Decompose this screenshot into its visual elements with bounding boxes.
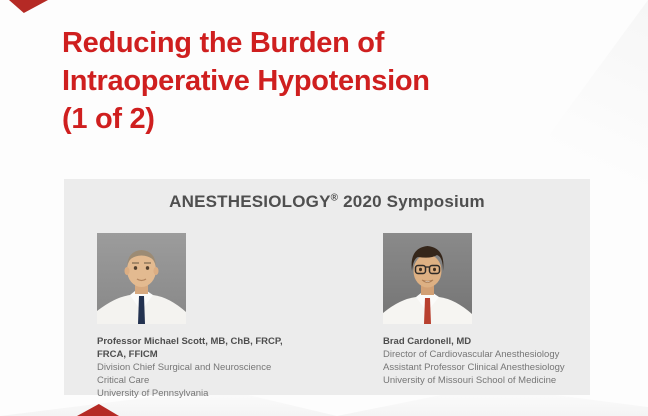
speaker-name: Professor Michael Scott, MB, ChB, FRCP, … bbox=[97, 336, 283, 360]
symposium-header: ANESTHESIOLOGY® 2020 Symposium bbox=[64, 179, 590, 212]
slide-title-line: Reducing the Burden of bbox=[62, 27, 385, 59]
speaker-credentials: Division Chief Surgical and Neuroscience… bbox=[97, 362, 272, 399]
symposium-header-rest: 2020 Symposium bbox=[338, 192, 485, 211]
speaker-name: Brad Cardonell, MD bbox=[383, 336, 472, 347]
speaker-card-brad-cardonell: Brad Cardonell, MD Director of Cardiovas… bbox=[383, 233, 618, 387]
red-corner-accent-top bbox=[9, 0, 48, 13]
slide-title-line: Intraoperative Hypotension bbox=[62, 65, 430, 97]
speaker-card-michael-scott: Professor Michael Scott, MB, ChB, FRCP, … bbox=[97, 233, 332, 400]
speaker-credentials: Director of Cardiovascular Anesthesiolog… bbox=[383, 349, 565, 386]
michael-scott-portrait bbox=[97, 233, 186, 324]
brad-cardonell-portrait bbox=[383, 233, 472, 324]
slide-title: Reducing the Burden of Intraoperative Hy… bbox=[62, 24, 430, 138]
symposium-panel: ANESTHESIOLOGY® 2020 Symposium bbox=[64, 179, 590, 399]
slide-title-line: (1 of 2) bbox=[62, 103, 155, 135]
registered-mark: ® bbox=[330, 192, 339, 204]
symposium-header-main: ANESTHESIOLOGY bbox=[169, 192, 331, 211]
